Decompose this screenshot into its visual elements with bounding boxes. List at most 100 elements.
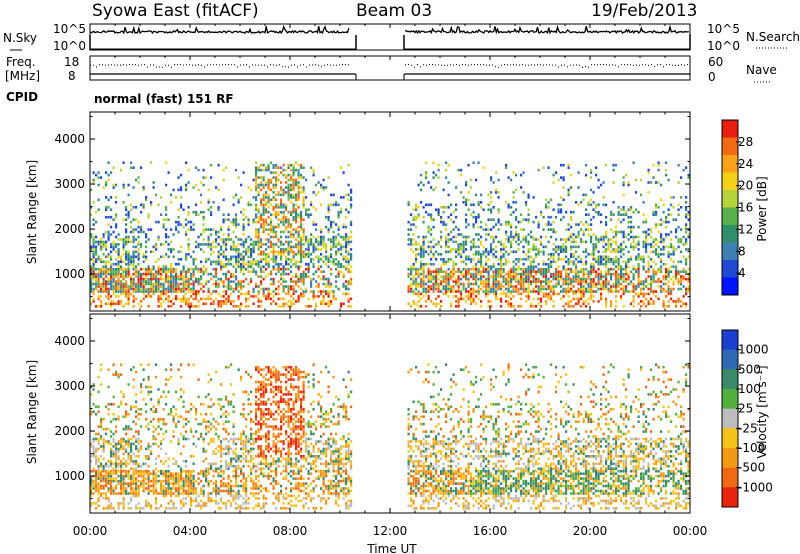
data-cell [315, 270, 318, 273]
data-cell [580, 270, 583, 273]
data-cell [462, 245, 465, 249]
data-cell [102, 277, 105, 281]
data-cell [280, 272, 283, 276]
data-cell [607, 272, 610, 276]
data-cell [540, 287, 543, 291]
data-cell [617, 275, 620, 278]
data-cell [332, 240, 335, 244]
data-cell [547, 240, 550, 244]
data-cell [645, 270, 648, 273]
data-cell [122, 275, 125, 278]
data-cell [527, 287, 530, 291]
data-cell [100, 462, 103, 466]
data-cell [672, 196, 675, 199]
data-cell [445, 285, 448, 288]
data-cell [95, 240, 98, 244]
data-cell [300, 277, 303, 281]
data-cell [240, 243, 243, 246]
velocity-data-cells [90, 363, 690, 510]
data-cell [290, 287, 293, 291]
data-cell [227, 300, 230, 303]
data-cell [102, 282, 105, 286]
data-cell [555, 277, 558, 281]
data-cell [435, 297, 438, 301]
data-cell [247, 270, 250, 273]
data-cell [102, 260, 105, 264]
data-cell [207, 258, 210, 261]
data-cell [337, 233, 340, 236]
data-cell [307, 245, 310, 249]
data-cell [207, 290, 210, 293]
data-cell [305, 253, 308, 256]
data-cell [300, 280, 303, 283]
data-cell [292, 275, 295, 278]
data-cell [340, 270, 343, 273]
data-cell [615, 282, 618, 286]
data-cell [422, 295, 425, 298]
data-cell [150, 267, 153, 271]
data-cell [537, 267, 540, 271]
data-cell [145, 272, 148, 276]
data-cell [532, 248, 535, 251]
data-cell [95, 489, 98, 493]
data-cell [552, 285, 555, 288]
data-cell [630, 206, 633, 209]
power-panel-frame [89, 111, 691, 312]
data-cell [215, 285, 218, 288]
data-cell [527, 267, 530, 271]
data-cell [162, 265, 165, 268]
data-cell [190, 295, 193, 298]
data-cell [322, 297, 325, 301]
data-cell [230, 287, 233, 291]
data-cell [150, 270, 153, 273]
data-cell [112, 363, 115, 366]
data-cell [452, 248, 455, 251]
data-cell [105, 206, 108, 209]
data-cell [257, 265, 260, 268]
data-cell [627, 275, 630, 278]
nave-trace [90, 64, 688, 68]
data-cell [475, 253, 478, 256]
data-cell [602, 275, 605, 278]
data-cell [137, 275, 140, 278]
data-cell [565, 267, 568, 271]
data-cell [145, 277, 148, 281]
data-cell [272, 253, 275, 256]
data-cell [132, 300, 135, 303]
data-cell [237, 201, 240, 204]
data-cell [440, 245, 443, 249]
data-cell [457, 280, 460, 283]
data-cell [170, 280, 173, 283]
data-cell [260, 275, 263, 278]
data-cell [630, 258, 633, 261]
data-cell [160, 290, 163, 293]
data-cell [537, 270, 540, 273]
data-cell [240, 258, 243, 261]
data-cell [270, 270, 273, 273]
data-cell [550, 287, 553, 291]
data-cell [430, 186, 433, 189]
data-cell [642, 280, 645, 283]
data-cell [117, 272, 120, 276]
data-cell [95, 245, 98, 249]
data-cell [587, 272, 590, 276]
data-cell [122, 186, 125, 189]
data-cell [335, 267, 338, 271]
data-cell [232, 290, 235, 293]
data-cell [440, 282, 443, 286]
data-cell [115, 243, 118, 246]
data-cell [227, 233, 230, 236]
data-cell [345, 255, 348, 259]
data-cell [545, 300, 548, 303]
data-cell [642, 240, 645, 244]
data-cell [412, 250, 415, 254]
data-cell [430, 300, 433, 303]
data-cell [170, 267, 173, 271]
data-cell [97, 171, 100, 174]
data-cell [607, 280, 610, 283]
data-cell [587, 213, 590, 216]
data-cell [317, 235, 320, 239]
data-cell [285, 280, 288, 283]
data-cell [125, 240, 128, 244]
data-cell [262, 213, 265, 216]
